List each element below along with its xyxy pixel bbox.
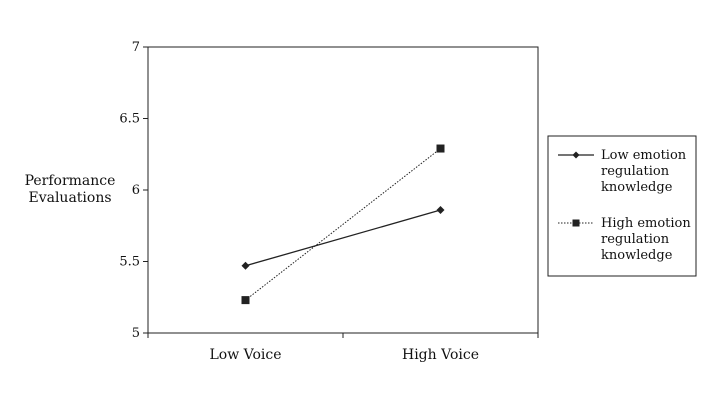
legend-label-line: regulation [601, 164, 670, 179]
legend-label-line: knowledge [601, 248, 673, 263]
plot-area: 5 5.5 6 6.5 7 Low Voice High Voice [119, 40, 539, 363]
x-tick-label: Low Voice [209, 347, 281, 363]
data-point-diamond [436, 206, 445, 215]
y-tick-label: 5.5 [119, 255, 140, 270]
legend-marker-square [572, 219, 580, 227]
legend-label-line: regulation [601, 232, 670, 247]
plot-frame [147, 46, 539, 334]
x-tick-label: High Voice [402, 347, 479, 363]
legend-label-line: High emotion [601, 216, 691, 231]
legend-label-line: knowledge [601, 180, 673, 195]
legend-frame [547, 135, 697, 277]
y-axis-label-line: Performance [25, 173, 116, 189]
legend-marker-diamond [572, 151, 580, 159]
y-tick-label: 7 [132, 40, 140, 55]
series-line-0 [245, 209, 441, 267]
legend-label-line: Low emotion [601, 148, 687, 163]
data-point-diamond [241, 261, 250, 270]
y-tick-label: 6.5 [119, 112, 140, 127]
data-point-square [241, 296, 250, 305]
data-point-square [436, 144, 445, 153]
y-tick-label: 5 [132, 326, 140, 341]
series-line-1 [245, 148, 441, 301]
y-tick-label: 6 [132, 183, 140, 198]
y-axis-label-line: Evaluations [28, 190, 111, 206]
